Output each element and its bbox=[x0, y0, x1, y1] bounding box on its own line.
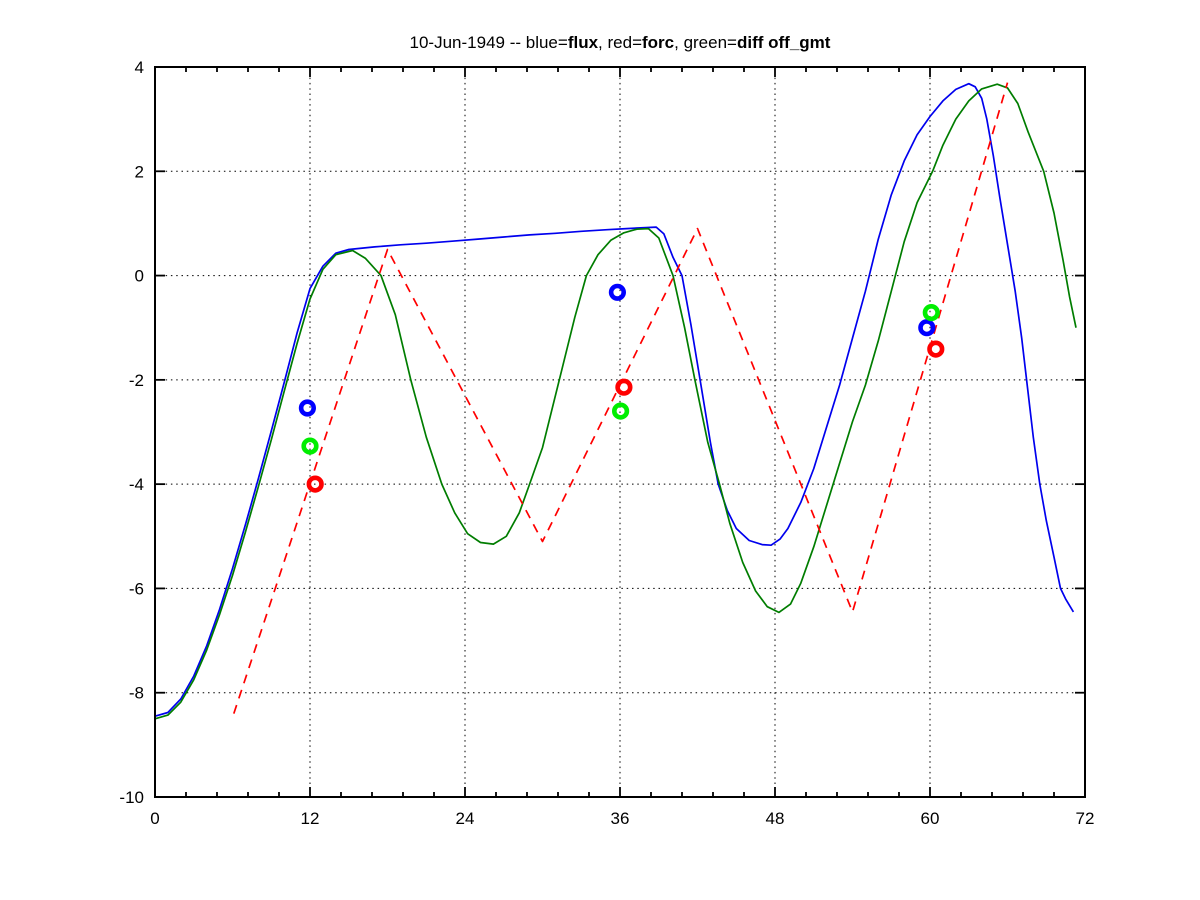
y-axis-labels: -10 -8 -6 -4 -2 0 2 4 bbox=[119, 58, 144, 807]
marker-forc bbox=[306, 475, 324, 493]
marker-diff bbox=[301, 437, 319, 455]
marker-forc bbox=[927, 340, 945, 358]
y-tick-label: 4 bbox=[135, 58, 144, 77]
y-tick-label: 0 bbox=[135, 267, 144, 286]
title-segment: forc bbox=[642, 33, 674, 52]
grid bbox=[155, 67, 1085, 797]
y-tick-label: -8 bbox=[129, 684, 144, 703]
axis-ticks bbox=[154, 66, 1086, 798]
y-tick-label: -6 bbox=[129, 579, 144, 598]
x-tick-label: 12 bbox=[301, 809, 320, 828]
x-axis-labels: 0 12 24 36 48 60 72 bbox=[150, 809, 1094, 828]
title-segment: , red= bbox=[598, 33, 642, 52]
marker-flux bbox=[918, 319, 936, 337]
marker-flux bbox=[298, 399, 317, 417]
x-tick-label: 72 bbox=[1076, 809, 1095, 828]
marker-forc bbox=[615, 378, 633, 396]
marker-diff bbox=[611, 402, 630, 420]
y-tick-label: -10 bbox=[119, 788, 144, 807]
series-flux-line bbox=[154, 82, 1075, 718]
title-segment: 10-Jun-1949 -- blue= bbox=[410, 33, 568, 52]
marker-diff bbox=[922, 304, 940, 322]
series-forc-line bbox=[232, 82, 1009, 714]
marker-flux bbox=[608, 283, 627, 301]
x-tick-label: 36 bbox=[611, 809, 630, 828]
x-tick-label: 48 bbox=[766, 809, 785, 828]
y-tick-label: -2 bbox=[129, 371, 144, 390]
series-diff-line bbox=[154, 83, 1077, 720]
x-tick-label: 24 bbox=[456, 809, 475, 828]
y-tick-label: -4 bbox=[129, 475, 144, 494]
title-segment: diff off_gmt bbox=[737, 33, 831, 52]
x-tick-label: 0 bbox=[150, 809, 159, 828]
x-tick-label: 60 bbox=[921, 809, 940, 828]
title-segment: , green= bbox=[674, 33, 737, 52]
title-segment: flux bbox=[568, 33, 599, 52]
y-tick-label: 2 bbox=[135, 162, 144, 181]
chart-title: 10-Jun-1949 -- blue=flux, red=forc, gree… bbox=[410, 33, 831, 52]
